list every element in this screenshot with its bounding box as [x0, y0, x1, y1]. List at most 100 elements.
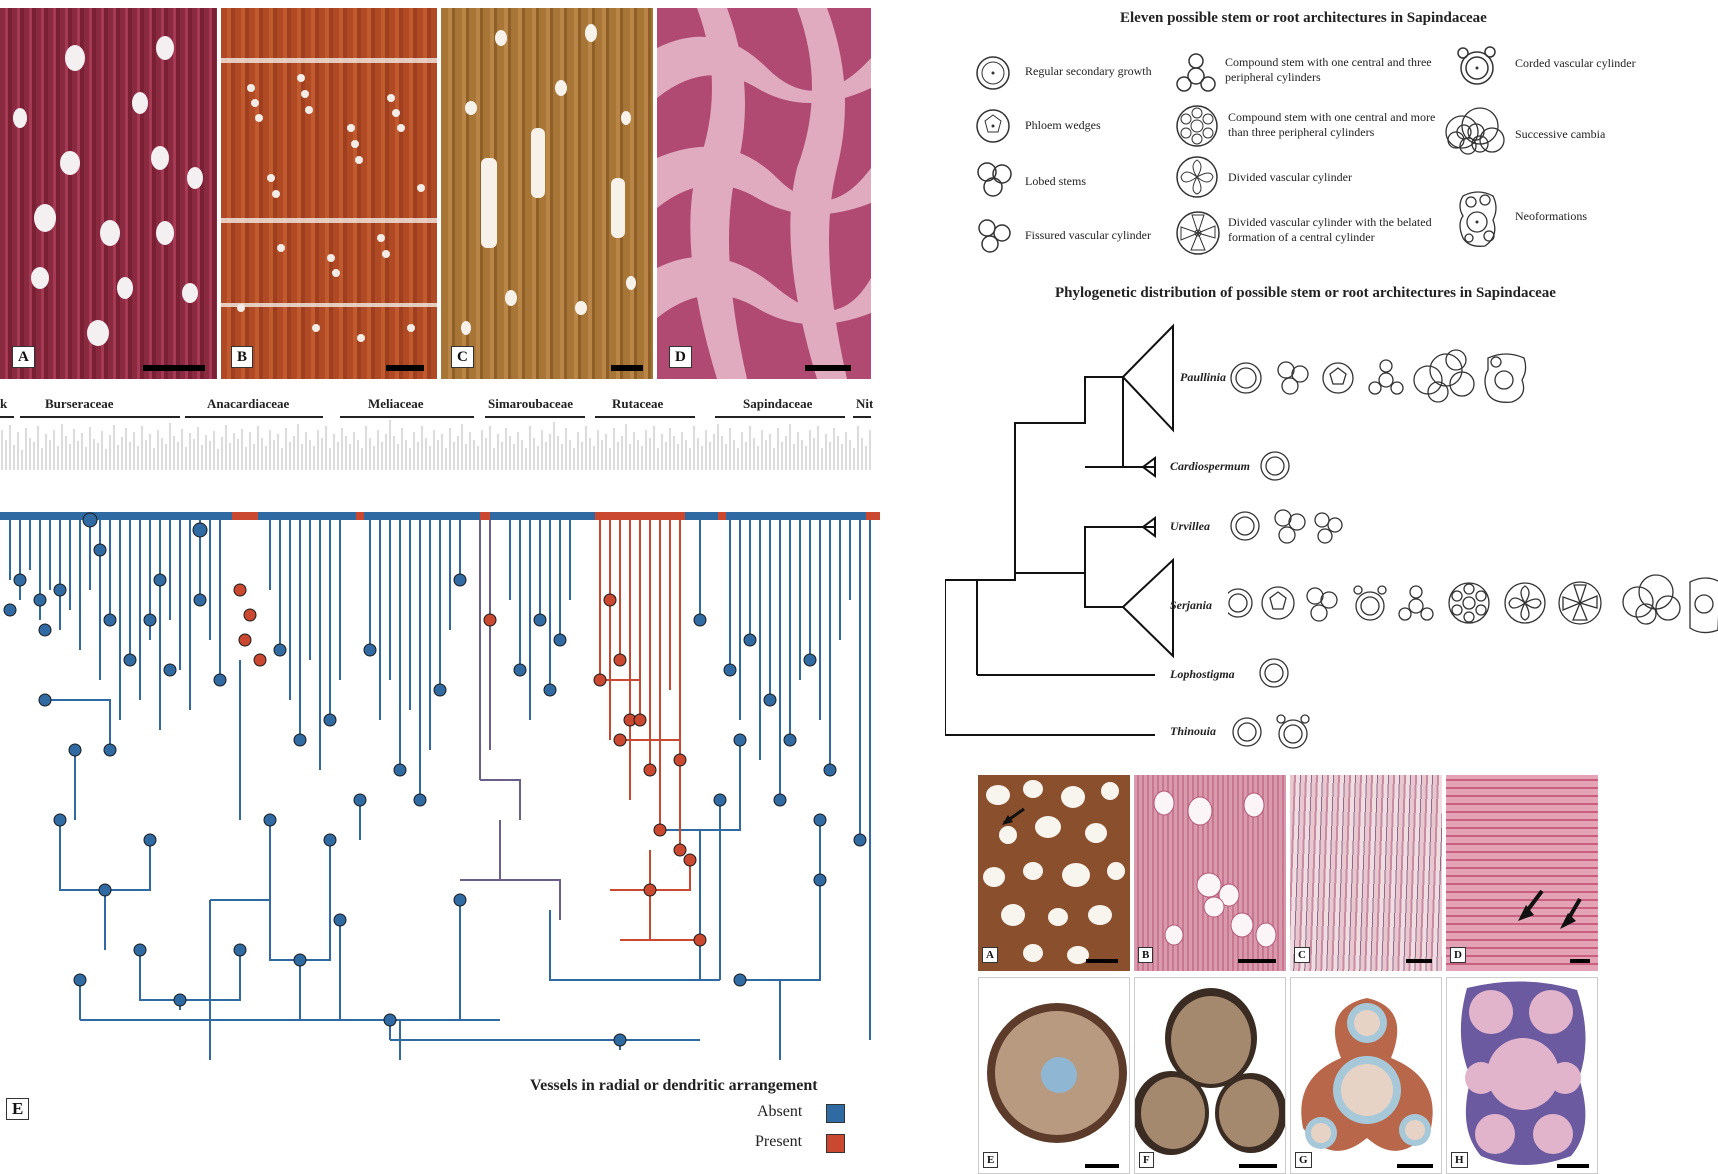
vessel-pattern — [983, 780, 1125, 964]
scale-bar — [1238, 959, 1276, 963]
family-label: Simaroubaceae — [488, 396, 573, 411]
legend-title: Vessels in radial or dendritic arrangeme… — [530, 1077, 818, 1094]
scale-bar — [1085, 1164, 1119, 1168]
micrograph-b: B — [1134, 775, 1286, 971]
arch-label: Fissured vascular cylinder — [1025, 228, 1151, 242]
panel-label-f-micro: F — [1139, 1152, 1154, 1168]
arch-label: Neoformations — [1515, 209, 1587, 223]
arch-label: Regular secondary growth — [1025, 64, 1152, 78]
scale-bar — [1557, 1164, 1589, 1168]
scale-bar — [143, 365, 205, 371]
regular-growth-icon — [976, 56, 1010, 90]
taxon-label: Serjania — [1170, 598, 1213, 612]
ancestral-state-nodes — [3, 512, 867, 1047]
legend-absent-swatch — [826, 1104, 845, 1123]
family-bracket — [485, 416, 585, 418]
thinouia-icons — [1232, 714, 1310, 749]
phloem-wedges-icon — [976, 109, 1010, 143]
micrograph-e: E — [978, 977, 1130, 1174]
successive-cambia-icon — [1445, 107, 1505, 155]
arch-label: Lobed stems — [1025, 174, 1086, 188]
vessel-pattern — [657, 8, 871, 379]
family-label: Sapindaceae — [743, 396, 813, 411]
wood-photo-c: C — [441, 8, 653, 379]
arch-label: Successive cambia — [1515, 127, 1606, 141]
micrograph-g: G — [1290, 977, 1442, 1174]
panel-label-d: D — [669, 346, 692, 368]
compound-three-icon — [1176, 53, 1216, 92]
micrograph-d: D — [1446, 775, 1598, 971]
panel-label-a: A — [12, 346, 35, 368]
panel-label-b-micro: B — [1138, 947, 1154, 963]
arch-label: Corded vascular cylinder — [1515, 56, 1636, 70]
arch-label: Compound stem with one central and three… — [1225, 55, 1432, 84]
legend-absent-label: Absent — [757, 1103, 803, 1120]
arch-label: Divided vascular cylinder — [1228, 170, 1352, 184]
vessel-pattern — [13, 36, 203, 346]
family-label: Anacardiaceae — [207, 396, 290, 411]
panel-label-a-micro: A — [982, 947, 998, 963]
scale-bar — [611, 365, 643, 371]
taxon-label: Lophostigma — [1170, 667, 1235, 681]
panel-label-h-micro: H — [1451, 1152, 1468, 1168]
scale-bar — [805, 365, 851, 371]
architectures-title: Eleven possible stem or root architectur… — [1120, 10, 1487, 26]
stem-cross-section — [1135, 988, 1285, 1155]
divided-central-icon — [1176, 211, 1220, 255]
vessel-pattern — [1153, 790, 1277, 948]
scale-bar — [1086, 959, 1118, 963]
arch-label: Compound stem with one central and more … — [1228, 110, 1436, 139]
lophostigma-icons — [1259, 658, 1289, 688]
wood-photo-a: A — [0, 8, 217, 379]
micrograph-c: C — [1290, 775, 1442, 971]
panel-label-e-micro: E — [983, 1152, 999, 1168]
stem-cross-section — [1301, 998, 1433, 1151]
family-bracket — [715, 416, 845, 418]
family-label: Meliaceae — [368, 396, 424, 411]
lobed-stems-icon — [977, 162, 1012, 197]
family-bracket — [853, 416, 871, 418]
legend-present-swatch — [826, 1134, 845, 1153]
family-bracket — [595, 416, 695, 418]
corded-cylinder-icon — [1457, 46, 1496, 85]
panel-label-g-micro: G — [1295, 1152, 1312, 1168]
fissured-cylinder-icon — [978, 219, 1011, 253]
family-label: Rutaceae — [612, 396, 664, 411]
panel-label-c: C — [451, 346, 474, 368]
stem-cross-section — [1460, 981, 1586, 1165]
vessel-pattern — [461, 24, 636, 335]
panel-label-c-micro: C — [1294, 947, 1310, 963]
neoformations-icon — [1459, 191, 1497, 247]
tree-branches — [9, 520, 861, 1060]
family-bracket — [340, 416, 474, 418]
arch-label: Divided vascular cylinder with the belat… — [1228, 215, 1432, 244]
micrograph-f: F — [1134, 977, 1286, 1174]
vessel-pattern — [221, 58, 437, 342]
phylogeny-title: Phylogenetic distribution of possible st… — [1055, 285, 1556, 301]
micrograph-a: A — [978, 775, 1130, 971]
panel-label-d-micro: D — [1450, 947, 1466, 963]
arch-label: Phloem wedges — [1025, 118, 1101, 132]
wood-photo-b: B — [221, 8, 437, 379]
family-bracket — [0, 416, 14, 418]
taxon-label: Cardiospermum — [1170, 459, 1251, 473]
family-label: Burseraceae — [45, 396, 114, 411]
legend-present-label: Present — [755, 1133, 803, 1150]
micrograph-h: H — [1446, 977, 1598, 1174]
species-labels — [1, 420, 871, 470]
scale-bar — [1570, 959, 1590, 963]
panel-label-e: E — [6, 1098, 30, 1120]
scale-bar — [1239, 1164, 1277, 1168]
scale-bar — [1397, 1164, 1433, 1168]
stem-cross-section — [987, 1003, 1127, 1143]
divided-cylinder-icon — [1176, 156, 1218, 198]
family-label: k — [0, 396, 8, 411]
family-label: Nit — [856, 396, 874, 411]
family-bracket — [185, 416, 323, 418]
taxon-label: Thinouia — [1170, 724, 1217, 738]
phylogeny-tree-e — [0, 420, 880, 1060]
sapindaceae-cladogram — [945, 323, 1174, 736]
arrow-annotations — [1518, 889, 1582, 929]
scale-bar — [386, 365, 424, 371]
compound-many-icon — [1176, 105, 1218, 147]
